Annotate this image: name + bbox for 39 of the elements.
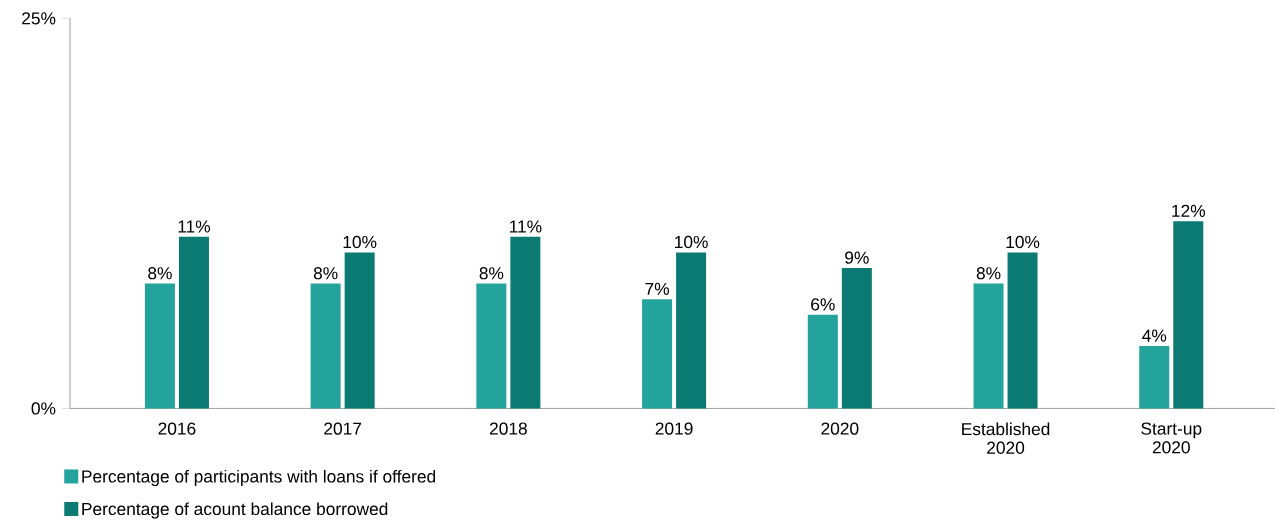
data-label: 6% bbox=[811, 298, 835, 311]
x-tick-label: Start-up 2020 bbox=[1141, 422, 1202, 454]
data-label: 8% bbox=[976, 266, 1001, 280]
data-label: 12% bbox=[1172, 204, 1206, 217]
data-label: 8% bbox=[148, 266, 172, 280]
x-tick-label: 2018 bbox=[489, 422, 527, 435]
data-label: 11% bbox=[509, 220, 542, 233]
x-tick-label: 2020 bbox=[821, 422, 859, 435]
bar bbox=[642, 298, 673, 409]
bar bbox=[1173, 220, 1204, 409]
bar bbox=[676, 252, 707, 409]
bar bbox=[841, 267, 872, 409]
bar bbox=[344, 252, 375, 409]
y-tick-label: 25% bbox=[22, 11, 56, 25]
data-label: 11% bbox=[178, 220, 211, 233]
data-label: 10% bbox=[343, 235, 377, 248]
y-tick-label: 0% bbox=[31, 402, 56, 415]
data-label: 7% bbox=[645, 282, 670, 295]
x-tick-label: 2017 bbox=[324, 422, 362, 435]
data-label: 8% bbox=[313, 266, 338, 280]
x-tick-label: 2019 bbox=[655, 422, 693, 435]
data-label: 10% bbox=[675, 235, 708, 248]
bar bbox=[973, 283, 1004, 409]
bar bbox=[510, 236, 541, 409]
bar bbox=[144, 283, 175, 409]
legend-label: Percentage of participants with loans if offered bbox=[82, 469, 436, 486]
data-label: 9% bbox=[845, 251, 869, 264]
bar bbox=[310, 283, 341, 409]
bar bbox=[807, 314, 838, 409]
data-label: 4% bbox=[1142, 329, 1167, 342]
x-tick-label: 2016 bbox=[158, 422, 196, 435]
legend-label: Percentage of acount balance borrowed bbox=[82, 502, 388, 519]
bar bbox=[1139, 345, 1170, 409]
x-tick-label: Established 2020 bbox=[962, 422, 1050, 454]
data-label: 10% bbox=[1006, 235, 1040, 248]
bar bbox=[476, 283, 507, 409]
bar bbox=[178, 236, 209, 409]
data-label: 8% bbox=[479, 266, 504, 280]
bar bbox=[1007, 252, 1038, 409]
